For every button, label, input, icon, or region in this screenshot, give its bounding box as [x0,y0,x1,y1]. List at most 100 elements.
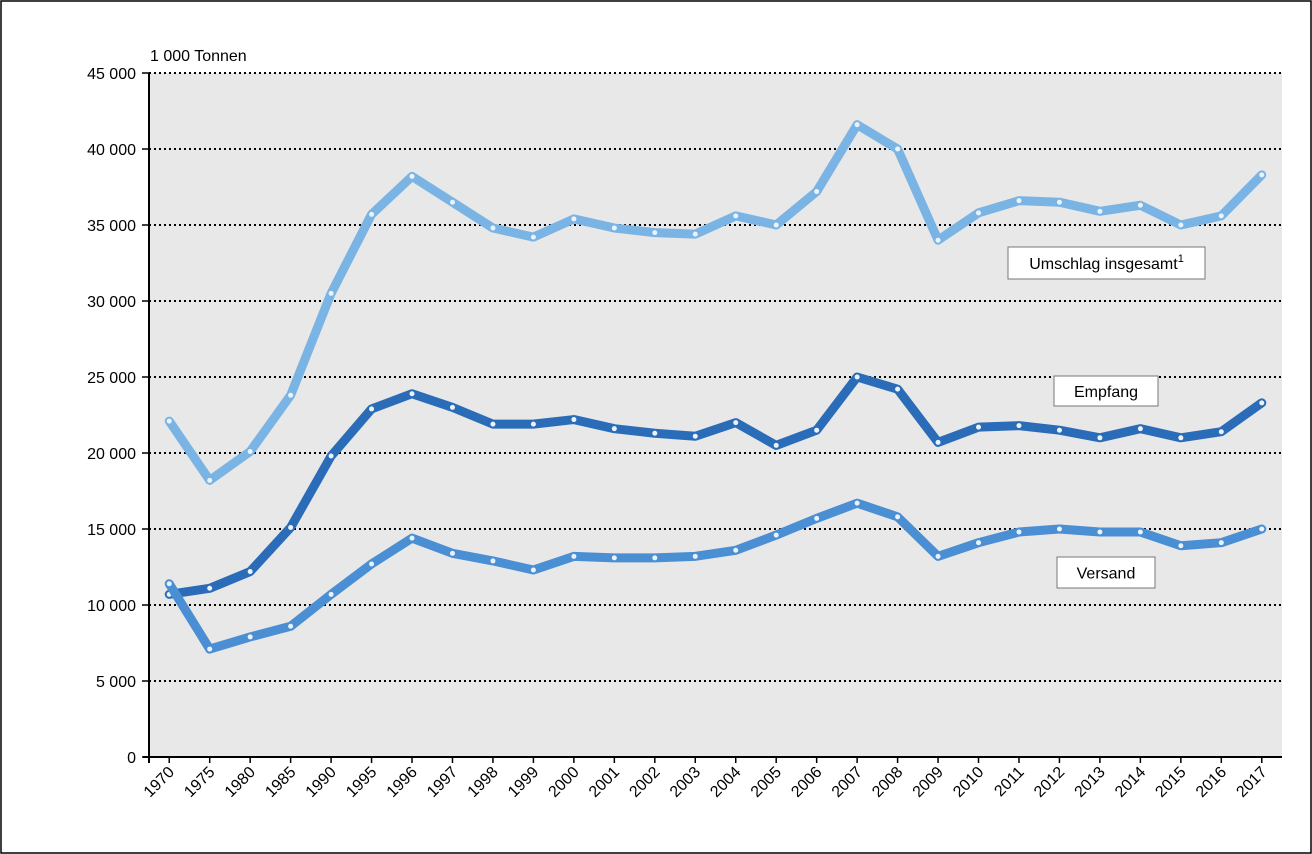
point [369,211,375,217]
point [1137,202,1143,208]
point [854,500,860,506]
point [935,553,941,559]
point [247,569,253,575]
point [1016,198,1022,204]
y-tick-label: 0 [127,750,136,767]
point [409,173,415,179]
y-tick-label: 15 000 [87,522,136,539]
point [1259,400,1265,406]
point [247,634,253,640]
point [1137,529,1143,535]
y-tick-label: 30 000 [87,294,136,311]
point [814,515,820,521]
point [1218,213,1224,219]
y-tick-label: 40 000 [87,142,136,159]
point [773,222,779,228]
point [1218,540,1224,546]
y-tick-label: 10 000 [87,598,136,615]
y-tick-label: 35 000 [87,218,136,235]
series-label-box [1053,375,1159,407]
series-name: Versand [1077,566,1136,583]
point [530,234,536,240]
series-line [164,498,1267,654]
point [490,558,496,564]
point [166,418,172,424]
point [692,433,698,439]
point [1259,526,1265,532]
point [652,230,658,236]
point [733,420,739,426]
point [288,392,294,398]
point [449,404,455,410]
point [976,424,982,430]
point [207,477,213,483]
point [692,231,698,237]
point [207,585,213,591]
series-label: Versand [1077,566,1136,583]
series-label-box [1056,556,1156,589]
point [1178,222,1184,228]
series-line [164,372,1267,599]
point [976,210,982,216]
series-name: Empfang [1074,384,1138,401]
point [1056,526,1062,532]
point [490,421,496,427]
point [733,547,739,553]
point [935,237,941,243]
y-tick-label: 45 000 [87,66,136,83]
point [288,524,294,530]
point [571,553,577,559]
point [814,427,820,433]
point [611,555,617,561]
point [571,216,577,222]
point [571,417,577,423]
point [328,290,334,296]
plot-area [149,73,1282,757]
point [895,386,901,392]
point [611,225,617,231]
point [611,426,617,432]
point [652,430,658,436]
y-tick-label: 5 000 [96,674,136,691]
point [733,213,739,219]
point [895,146,901,152]
point [814,189,820,195]
point [1056,427,1062,433]
point [773,532,779,538]
series-line [164,120,1267,485]
point [1016,529,1022,535]
point [1178,435,1184,441]
point [449,199,455,205]
point [854,122,860,128]
point [328,453,334,459]
point [247,448,253,454]
point [1137,426,1143,432]
point [409,391,415,397]
point [166,581,172,587]
series-note: 1 [1178,253,1184,265]
point [449,550,455,556]
point [1097,529,1103,535]
point [369,561,375,567]
point [1097,435,1103,441]
point [1016,423,1022,429]
point [328,591,334,597]
y-tick-label: 20 000 [87,446,136,463]
point [369,406,375,412]
point [1097,208,1103,214]
point [692,553,698,559]
point [288,623,294,629]
point [1259,172,1265,178]
point [976,540,982,546]
y-axis-label: 1 000 Tonnen [150,48,247,65]
series-label: Umschlag insgesamt1 [1029,253,1184,273]
point [773,442,779,448]
point [530,421,536,427]
point [490,225,496,231]
series-label: Empfang [1074,384,1138,401]
point [895,514,901,520]
point [1178,543,1184,549]
point [652,555,658,561]
